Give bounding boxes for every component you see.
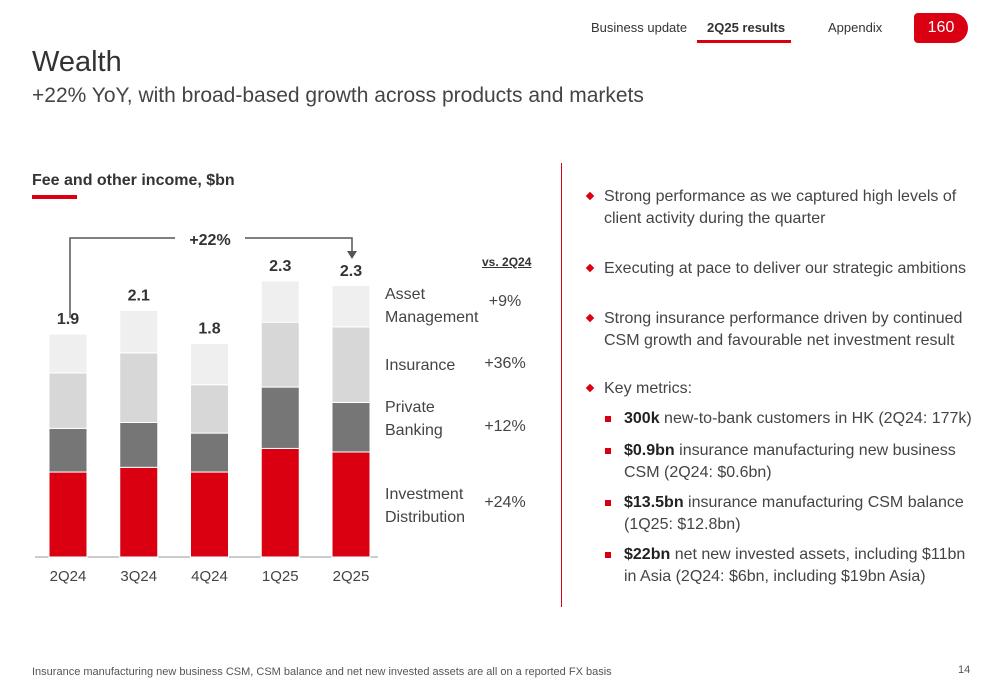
bar-segment bbox=[331, 285, 371, 328]
metric-value: 300k bbox=[624, 410, 660, 427]
bar-segment bbox=[260, 280, 300, 323]
legend-label: Asset Management bbox=[385, 286, 479, 326]
subtitle: +22% YoY, with broad-based growth across… bbox=[32, 84, 644, 107]
logo: 160 bbox=[914, 13, 968, 43]
bar-segment bbox=[190, 384, 229, 434]
bullet-marker bbox=[585, 383, 595, 393]
growth-label: +22% bbox=[189, 232, 230, 249]
sub-bullet-marker bbox=[605, 552, 611, 558]
bar-segment bbox=[48, 333, 88, 374]
sub-bullet-text: $22bn net new invested assets, including… bbox=[624, 544, 974, 588]
bar-segment bbox=[48, 372, 88, 429]
bar-segment bbox=[48, 427, 88, 473]
sub-bullet-marker bbox=[605, 448, 611, 454]
legend-label: Insurance bbox=[385, 357, 456, 374]
legend-label: Private Banking bbox=[385, 399, 443, 439]
total-label: 2.3 bbox=[340, 263, 362, 280]
x-tick-label: 2Q25 bbox=[333, 568, 370, 585]
bar-segment bbox=[190, 432, 229, 473]
page-number: 14 bbox=[958, 664, 971, 676]
bar-segment bbox=[119, 309, 159, 354]
sub-bullet-text: $13.5bn insurance manufacturing CSM bala… bbox=[624, 492, 974, 536]
bullet-marker bbox=[585, 263, 595, 273]
sub-bullet-text: 300k new-to-bank customers in HK (2Q24: … bbox=[624, 408, 974, 430]
total-label: 1.8 bbox=[198, 321, 220, 338]
change-label: +24% bbox=[484, 494, 526, 511]
metric-value: $0.9bn bbox=[624, 442, 675, 459]
bullet-marker bbox=[585, 313, 595, 323]
legend-label: Investment Distribution bbox=[385, 486, 466, 526]
bullet-text: Strong performance as we captured high l… bbox=[604, 188, 957, 227]
bar-segment bbox=[119, 466, 159, 558]
metric-text: new-to-bank customers in HK (2Q24: 177k) bbox=[659, 410, 972, 427]
divider bbox=[561, 163, 562, 607]
bar-segment bbox=[119, 421, 159, 468]
change-label: +9% bbox=[488, 293, 522, 310]
sub-bullet-text: $0.9bn insurance manufacturing new busin… bbox=[624, 440, 974, 484]
total-label: 2.1 bbox=[128, 288, 150, 305]
bracket bbox=[245, 237, 353, 252]
bullet-marker bbox=[585, 191, 595, 201]
bar-segment bbox=[260, 447, 300, 558]
bar-segment bbox=[260, 386, 300, 449]
x-tick-label: 1Q25 bbox=[262, 568, 299, 585]
nav-underline bbox=[697, 40, 791, 43]
title-accent bbox=[32, 195, 77, 199]
bullet-text: Strong insurance performance driven by c… bbox=[604, 310, 963, 349]
chart-title: Fee and other income, $bn bbox=[32, 172, 235, 189]
nav-item[interactable]: Appendix bbox=[828, 20, 883, 35]
metric-text: net new invested assets, including $11bn… bbox=[624, 546, 966, 585]
x-tick-label: 2Q24 bbox=[50, 568, 87, 585]
metric-text: insurance manufacturing CSM balance (1Q2… bbox=[624, 494, 964, 533]
metric-value: $13.5bn bbox=[624, 494, 684, 511]
x-tick-label: 3Q24 bbox=[120, 568, 157, 585]
bar-segment bbox=[190, 342, 229, 386]
title: Wealth bbox=[32, 46, 122, 78]
bar-segment bbox=[331, 401, 371, 453]
bar-segment bbox=[331, 326, 371, 403]
change-label: +36% bbox=[484, 355, 526, 372]
arrow-head bbox=[347, 251, 357, 259]
bar-segment bbox=[48, 471, 88, 558]
bar-segment bbox=[260, 321, 300, 388]
metric-text: insurance manufacturing new business CSM… bbox=[624, 442, 956, 481]
total-label: 1.9 bbox=[57, 311, 79, 328]
sub-bullet-marker bbox=[605, 500, 611, 506]
metric-value: $22bn bbox=[624, 546, 671, 563]
nav-item[interactable]: Business update bbox=[591, 20, 688, 35]
footnote: Insurance manufacturing new business CSM… bbox=[32, 666, 612, 678]
change-label: +12% bbox=[484, 418, 526, 435]
sub-bullet-marker bbox=[605, 416, 611, 422]
bracket bbox=[69, 237, 175, 318]
bar-segment bbox=[190, 471, 229, 558]
change-header: vs. 2Q24 bbox=[482, 255, 532, 269]
bar-segment bbox=[331, 451, 371, 558]
bullet-text: Executing at pace to deliver our strateg… bbox=[604, 260, 966, 277]
chart: +22% 1.9 2Q24 2.1 3Q24 1.8 4Q24 2.3 1Q25 2.3 2Q25 bbox=[35, 232, 378, 585]
nav-item[interactable]: 2Q25 results bbox=[707, 20, 786, 35]
bullet-text: Key metrics: bbox=[604, 380, 693, 397]
total-label: 2.3 bbox=[269, 258, 291, 275]
x-tick-label: 4Q24 bbox=[191, 568, 228, 585]
bar-segment bbox=[119, 352, 159, 423]
